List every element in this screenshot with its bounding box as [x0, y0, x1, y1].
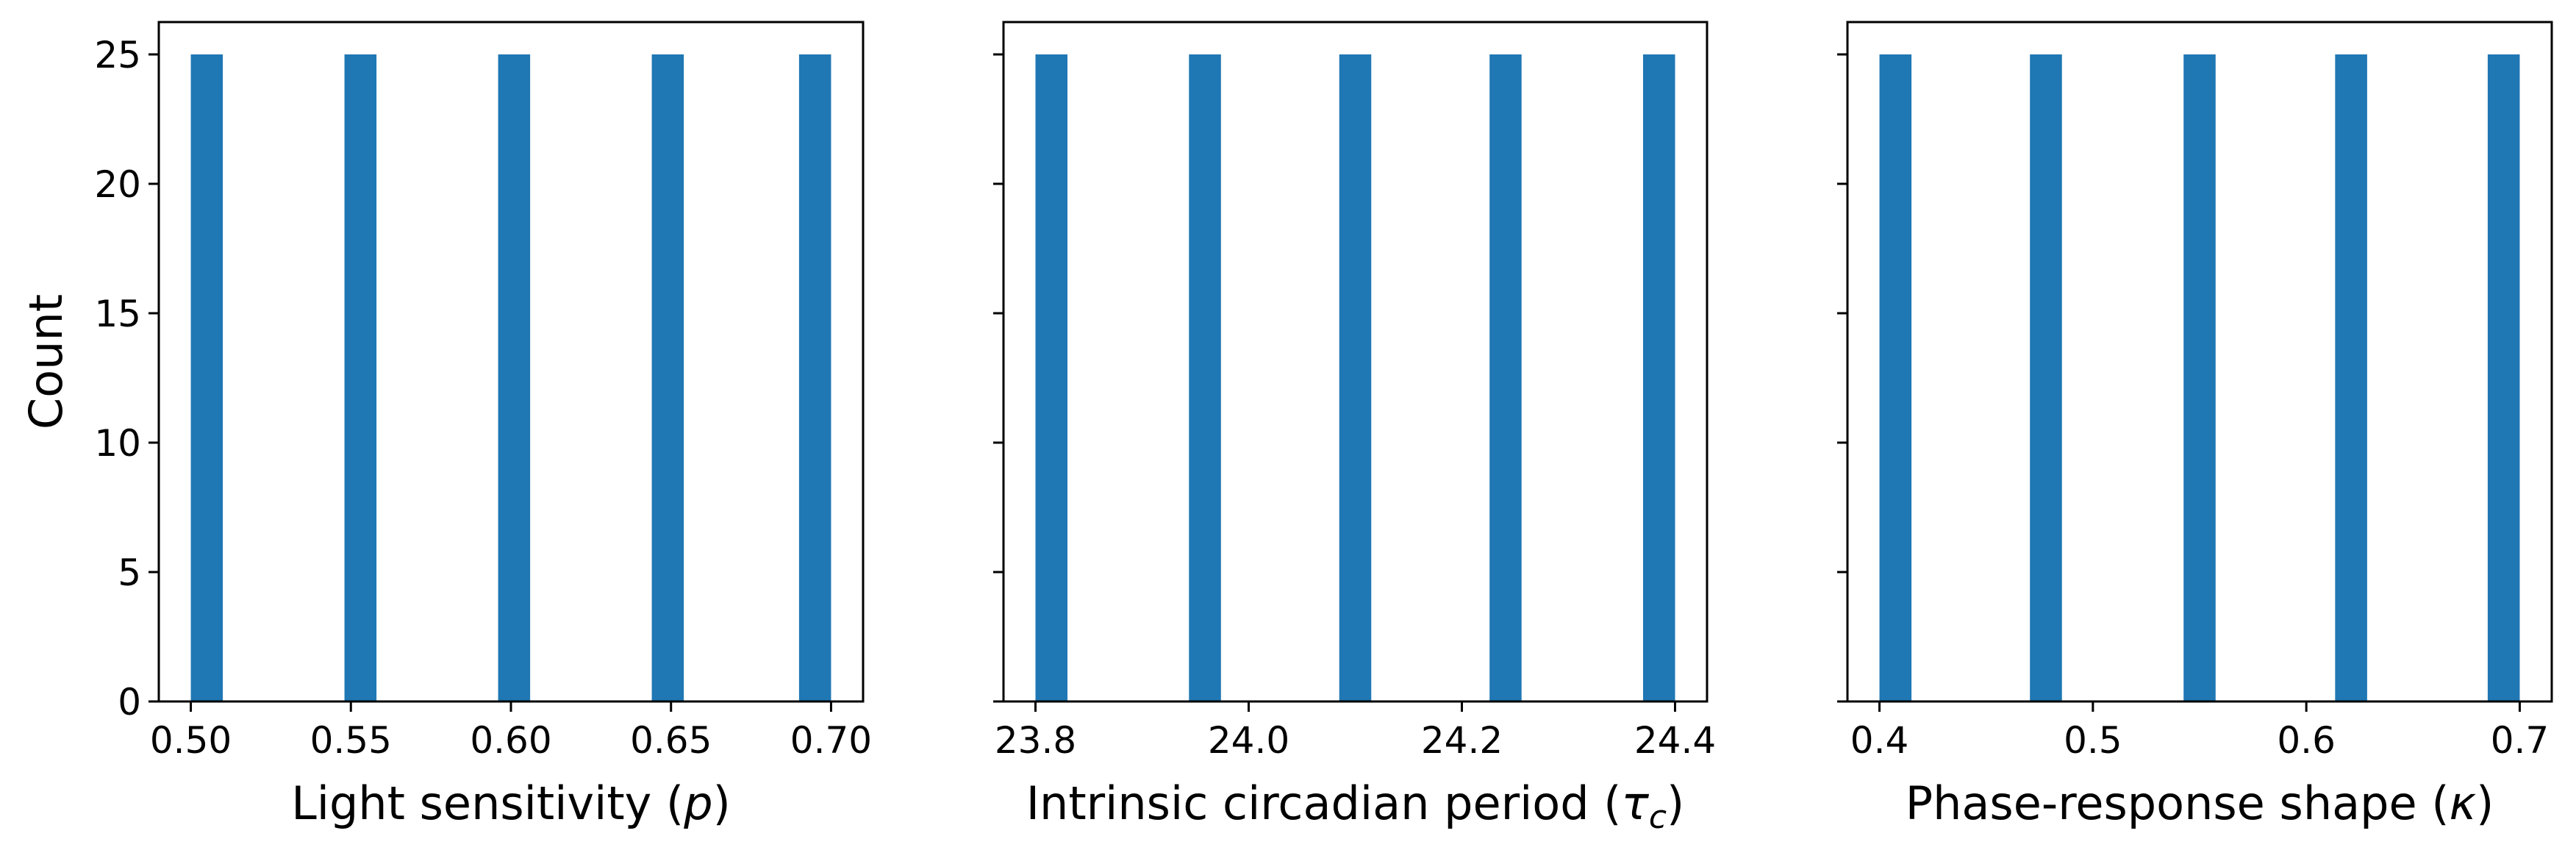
x-axis-label: Phase-response shape (κ)	[1906, 776, 2494, 830]
subplot-3: 0.4 0.5 0.6 0.7 Phase-response shape (κ)	[1837, 21, 2553, 830]
x-tick-label: 0.50	[150, 719, 232, 762]
y-axis-label: Count	[19, 294, 73, 429]
histogram-bar	[2335, 54, 2367, 701]
histogram-bar	[1879, 54, 1912, 701]
axes-frame	[1846, 21, 2553, 703]
histogram-bar	[798, 54, 831, 701]
x-tick-label: 24.2	[1421, 719, 1503, 762]
x-tick-label: 24.4	[1634, 719, 1716, 762]
histogram-bar	[344, 54, 377, 701]
y-tick-label: 15	[94, 293, 141, 335]
x-tick-label: 0.70	[790, 719, 872, 762]
x-tick-label: 0.60	[470, 719, 551, 762]
subplot-1: 0.50 0.55 0.60 0.65 0.70 0 5 10 15 20 25 Light sens…	[19, 21, 872, 830]
histogram-bar	[2183, 54, 2216, 701]
x-tick-label: 24.0	[1208, 719, 1289, 762]
subplot-2: 23.8 24.0 24.2 24.4 Intrinsic circadian peri…	[993, 21, 1716, 836]
x-tick-label: 23.8	[995, 719, 1076, 762]
histogram-bar	[190, 54, 223, 701]
x-tick-label: 0.4	[1850, 719, 1909, 762]
x-tick-label: 0.55	[310, 719, 392, 762]
y-tick-label: 5	[118, 551, 141, 594]
x-axis-label: Intrinsic circadian period (τc)	[1026, 776, 1684, 836]
histogram-bar	[1643, 54, 1675, 701]
y-tick-label: 10	[94, 422, 141, 465]
histogram-bar	[1339, 54, 1372, 701]
histogram-bar	[1489, 54, 1522, 701]
x-tick-label: 0.6	[2277, 719, 2336, 762]
y-tick-label: 20	[94, 163, 141, 206]
histogram-bar	[1189, 54, 1221, 701]
histogram-bar	[2030, 54, 2062, 701]
histogram-bar	[1035, 54, 1067, 701]
y-tick-label: 25	[94, 34, 141, 76]
axes-frame	[1002, 21, 1709, 703]
x-axis-label: Light sensitivity (p)	[291, 776, 731, 830]
x-tick-label: 0.7	[2491, 719, 2550, 762]
x-tick-label: 0.65	[630, 719, 712, 762]
y-tick-label: 0	[118, 681, 141, 724]
histogram-bar	[498, 54, 531, 701]
histogram-bar	[2487, 54, 2520, 701]
histogram-bar	[651, 54, 684, 701]
x-tick-label: 0.5	[2064, 719, 2122, 762]
